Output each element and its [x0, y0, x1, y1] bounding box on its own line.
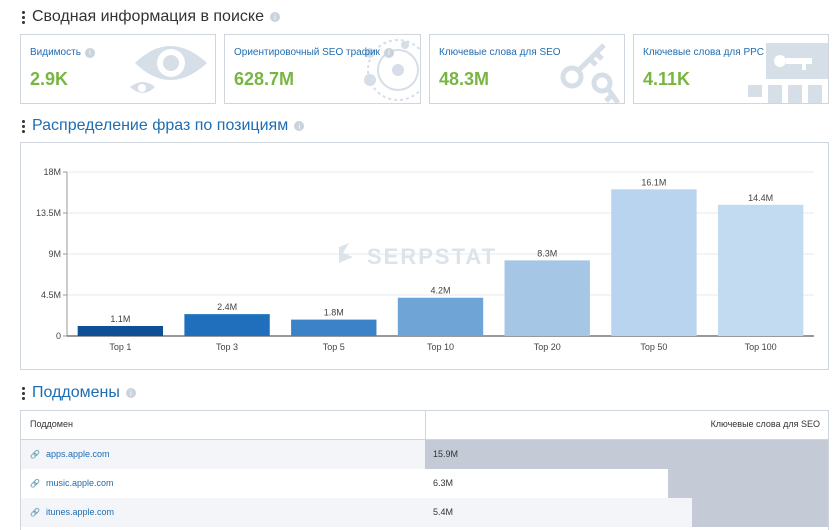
keywords-bar-fill	[425, 469, 668, 498]
watermark-text: SERPSTAT	[367, 244, 497, 269]
y-tick-label: 9M	[48, 249, 61, 259]
table-row[interactable]: 🔗 apps.apple.com 15.9M	[21, 440, 828, 469]
key-card-icon	[748, 43, 828, 103]
subdomains-table: Поддомен Ключевые слова для SEO 🔗 apps.ap…	[20, 410, 829, 530]
info-icon[interactable]: i	[269, 12, 280, 22]
bar-value-label: 2.4M	[217, 302, 237, 312]
bar[interactable]	[291, 319, 377, 336]
x-tick-label: Top 100	[745, 342, 777, 352]
x-tick-label: Top 5	[323, 342, 345, 352]
info-icon[interactable]: i	[84, 47, 95, 58]
link-icon: 🔗	[30, 449, 40, 459]
table-row[interactable]: 🔗 itunes.apple.com 5.4M	[21, 498, 828, 527]
card-value: 628.7M	[234, 69, 295, 89]
card-value: 4.11K	[643, 69, 691, 89]
card-visibility[interactable]: Видимость i 2.9K	[20, 34, 216, 104]
info-icon[interactable]: i	[294, 121, 305, 131]
subdomain-link[interactable]: 🔗 music.apple.com	[30, 478, 114, 488]
info-icon[interactable]: i	[383, 47, 394, 58]
drag-handle-icon[interactable]	[22, 386, 26, 400]
bar-value-label: 1.1M	[110, 314, 130, 324]
x-tick-label: Top 50	[640, 342, 667, 352]
bar-value-label: 14.4M	[748, 193, 773, 203]
keywords-count: 5.4M	[433, 507, 454, 517]
bar-value-label: 4.2M	[430, 286, 450, 296]
subdomains-title: Поддомены	[32, 384, 120, 401]
bar[interactable]	[611, 189, 697, 336]
card-label: Видимость	[30, 47, 81, 58]
traffic-icon	[364, 39, 420, 101]
distribution-title: Распределение фраз по позициям	[32, 117, 289, 134]
distribution-header: Распределение фраз по позициям i	[22, 117, 305, 135]
info-icon[interactable]: i	[125, 388, 136, 398]
bar[interactable]	[77, 325, 164, 336]
bar-value-label: 16.1M	[641, 177, 666, 187]
x-tick-label: Top 20	[534, 342, 561, 352]
subdomain-name: itunes.apple.com	[45, 507, 115, 517]
summary-header: Сводная информация в поиске i	[22, 8, 280, 26]
y-tick-label: 4.5M	[41, 290, 61, 300]
subdomain-link[interactable]: 🔗 apps.apple.com	[30, 449, 110, 459]
subdomain-link[interactable]: 🔗 itunes.apple.com	[30, 507, 114, 517]
subdomain-name: apps.apple.com	[45, 449, 110, 459]
x-tick-label: Top 1	[109, 342, 131, 352]
bar-value-label: 1.8M	[324, 308, 344, 318]
link-icon: 🔗	[30, 478, 40, 488]
bar[interactable]	[184, 314, 270, 336]
y-tick-label: 13.5M	[36, 208, 61, 218]
keywords-count: 6.3M	[433, 478, 454, 488]
x-tick-label: Top 10	[427, 342, 454, 352]
card-label: Ключевые слова для PPC	[643, 47, 765, 58]
watermark: SERPSTAT	[339, 243, 497, 269]
keywords-bar-track	[425, 440, 828, 469]
card-seo-keywords[interactable]: Ключевые слова для SEO 48.3M	[429, 34, 625, 104]
drag-handle-icon[interactable]	[22, 119, 26, 133]
bar[interactable]	[504, 260, 590, 336]
bar-chart: 0 4.5M 9M 13.5M 18M SERPSTAT 1.1M 2.4M 1.8M 4.2…	[36, 167, 814, 352]
card-label: Ключевые слова для SEO	[439, 47, 561, 58]
keys-icon	[560, 43, 621, 103]
bar-value-label: 8.3M	[537, 248, 557, 258]
subdomains-header: Поддомены i	[22, 384, 136, 402]
bar[interactable]	[397, 297, 484, 336]
link-icon: 🔗	[30, 507, 40, 517]
keywords-bar-fill	[425, 498, 692, 527]
card-ppc-keywords[interactable]: Ключевые слова для PPC 4.11K	[633, 34, 829, 104]
card-value: 48.3M	[439, 69, 490, 89]
x-tick-label: Top 3	[216, 342, 238, 352]
card-value: 2.9K	[30, 69, 69, 89]
column-header-subdomain[interactable]: Поддомен	[30, 419, 73, 429]
drag-handle-icon[interactable]	[22, 10, 26, 24]
card-seo-traffic[interactable]: Ориентировочный SEO трафик i 628.7M	[224, 34, 421, 104]
table-header: Поддомен Ключевые слова для SEO	[21, 411, 828, 440]
position-distribution-chart: 0 4.5M 9M 13.5M 18M SERPSTAT 1.1M 2.4M 1.8M 4.2…	[20, 142, 829, 370]
column-header-keywords[interactable]: Ключевые слова для SEO	[710, 419, 820, 429]
card-label: Ориентировочный SEO трафик	[234, 47, 380, 58]
table-row[interactable]: 🔗 music.apple.com 6.3M	[21, 469, 828, 498]
summary-title: Сводная информация в поиске	[32, 8, 264, 25]
eye-icon	[130, 46, 207, 93]
column-divider	[425, 411, 426, 440]
y-tick-label: 0	[56, 331, 61, 341]
subdomain-name: music.apple.com	[45, 478, 114, 488]
y-tick-label: 18M	[43, 167, 61, 177]
keywords-count: 15.9M	[433, 449, 459, 459]
bar[interactable]	[717, 204, 804, 336]
